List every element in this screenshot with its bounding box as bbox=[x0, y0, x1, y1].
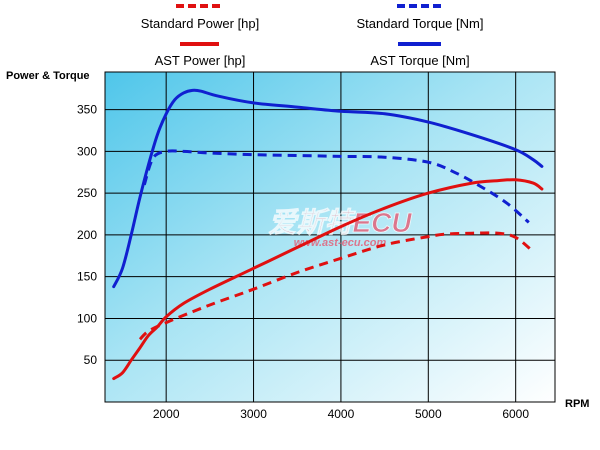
series-layer bbox=[112, 88, 544, 381]
y-tick-label: 150 bbox=[77, 270, 97, 284]
y-tick-label: 250 bbox=[77, 186, 97, 200]
plot-area bbox=[105, 72, 555, 402]
legend-label-ast-power: AST Power [hp] bbox=[155, 53, 246, 68]
series-line-ast-torque bbox=[112, 88, 544, 289]
y-axis-title: Power & Torque bbox=[6, 70, 90, 82]
watermark-brand: 爱斯特ECU bbox=[268, 207, 412, 238]
series-line-standard-power bbox=[138, 231, 535, 341]
x-tick-labels: 2000 3000 4000 5000 6000 bbox=[153, 407, 530, 421]
watermark: 爱斯特ECU www.ast-ecu.com bbox=[268, 207, 413, 249]
x-tick-label: 2000 bbox=[153, 407, 180, 421]
legend-item-standard-power: Standard Power [hp] bbox=[141, 4, 260, 31]
y-tick-label: 300 bbox=[77, 144, 97, 158]
legend-item-standard-torque: Standard Torque [Nm] bbox=[357, 4, 484, 31]
series-line-ast-power bbox=[112, 178, 544, 381]
legend-label-ast-torque: AST Torque [Nm] bbox=[370, 53, 469, 68]
y-tick-label: 350 bbox=[77, 103, 97, 117]
series-line-standard-torque bbox=[142, 149, 530, 224]
legend-item-ast-power: AST Power [hp] bbox=[155, 42, 246, 68]
x-tick-label: 6000 bbox=[502, 407, 529, 421]
x-tick-label: 4000 bbox=[328, 407, 355, 421]
y-tick-label: 50 bbox=[84, 353, 98, 367]
legend-item-ast-torque: AST Torque [Nm] bbox=[370, 42, 470, 68]
y-tick-label: 100 bbox=[77, 311, 97, 325]
plot-border bbox=[104, 71, 556, 403]
x-tick-label: 5000 bbox=[415, 407, 442, 421]
y-tick-labels: 50 100 150 200 250 300 350 bbox=[77, 103, 97, 368]
legend-label-standard-torque: Standard Torque [Nm] bbox=[357, 16, 484, 31]
legend: Standard Power [hp] Standard Torque [Nm]… bbox=[141, 4, 484, 68]
watermark-url: www.ast-ecu.com bbox=[294, 237, 387, 249]
x-tick-label: 3000 bbox=[240, 407, 267, 421]
x-axis-title: RPM bbox=[565, 398, 589, 410]
legend-label-standard-power: Standard Power [hp] bbox=[141, 16, 260, 31]
y-tick-label: 200 bbox=[77, 228, 97, 242]
